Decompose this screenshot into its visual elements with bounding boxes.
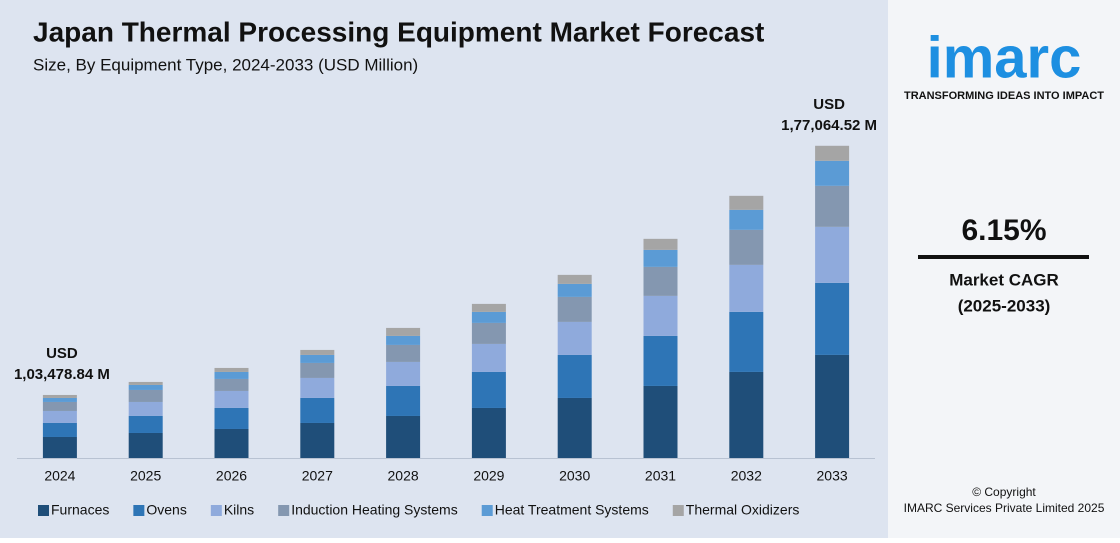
bar-segment <box>386 415 421 458</box>
bar-segment <box>557 274 592 284</box>
x-tick-label: 2028 <box>388 468 419 484</box>
legend-swatch <box>481 505 493 516</box>
bar-segment <box>471 407 506 458</box>
bar-segment <box>386 344 421 362</box>
bar-segment <box>557 296 592 322</box>
legend-label: Furnaces <box>51 502 109 518</box>
bar-segment <box>42 394 77 398</box>
bar-segment <box>643 295 678 336</box>
bar-segment <box>815 354 850 458</box>
chart-title: Japan Thermal Processing Equipment Marke… <box>33 16 764 47</box>
x-tick-label: 2026 <box>216 468 247 484</box>
bar-segment <box>729 311 764 372</box>
cagr-value: 6.15% <box>961 214 1046 247</box>
bar-segment <box>300 422 335 458</box>
legend-label: Induction Heating Systems <box>291 502 458 518</box>
x-tick-label: 2032 <box>731 468 762 484</box>
bar-segment <box>557 354 592 398</box>
brand-panel <box>888 0 1120 538</box>
bar-segment <box>729 229 764 265</box>
bar-segment <box>471 371 506 408</box>
bar-segment <box>128 389 163 402</box>
bar-segment <box>386 335 421 345</box>
bar-segment <box>643 335 678 386</box>
bar-segment <box>386 361 421 386</box>
legend-label: Thermal Oxidizers <box>686 502 800 518</box>
bar-segment <box>471 303 506 312</box>
bar-segment <box>300 349 335 355</box>
bar-segment <box>300 362 335 378</box>
cagr-period: (2025-2033) <box>958 296 1051 315</box>
bar-segment <box>128 401 163 416</box>
bar-segment <box>557 321 592 355</box>
bar-segment <box>386 327 421 336</box>
bar-segment <box>643 266 678 296</box>
x-tick-label: 2030 <box>559 468 590 484</box>
bar-segment <box>815 282 850 355</box>
annotation: USD <box>813 96 845 113</box>
bar-segment <box>729 209 764 230</box>
bar-segment <box>128 415 163 433</box>
company: IMARC Services Private Limited 2025 <box>904 501 1105 515</box>
legend-swatch <box>210 505 222 516</box>
bar-segment <box>643 385 678 458</box>
annotation: 1,77,064.52 M <box>781 117 877 134</box>
x-tick-label: 2031 <box>645 468 676 484</box>
bar-segment <box>815 145 850 161</box>
bar-segment <box>128 381 163 385</box>
x-tick-label: 2029 <box>473 468 504 484</box>
x-tick-label: 2027 <box>302 468 333 484</box>
x-tick-label: 2024 <box>44 468 75 484</box>
bar-segment <box>815 185 850 227</box>
bar-segment <box>214 390 249 408</box>
annotation: USD <box>46 345 78 362</box>
chart-subtitle: Size, By Equipment Type, 2024-2033 (USD … <box>33 55 418 74</box>
x-tick-label: 2025 <box>130 468 161 484</box>
x-tick-label: 2033 <box>817 468 848 484</box>
bar-segment <box>815 226 850 283</box>
bar-segment <box>42 422 77 437</box>
bar-segment <box>128 432 163 458</box>
bar-segment <box>729 371 764 458</box>
bar-segment <box>557 283 592 297</box>
bar-segment <box>214 367 249 372</box>
tagline: TRANSFORMING IDEAS INTO IMPACT <box>904 90 1104 102</box>
bar-segment <box>214 407 249 429</box>
bar-segment <box>214 378 249 391</box>
bar-segment <box>42 401 77 411</box>
bar-segment <box>128 384 163 390</box>
legend-swatch <box>278 505 290 516</box>
bar-segment <box>386 385 421 416</box>
bar-segment <box>729 195 764 210</box>
bar-segment <box>300 397 335 423</box>
bar-segment <box>300 377 335 398</box>
bar-segment <box>42 397 77 402</box>
bar-segment <box>643 238 678 250</box>
bar-segment <box>300 354 335 363</box>
bar-segment <box>471 322 506 344</box>
legend-label: Ovens <box>146 502 186 518</box>
legend-swatch <box>672 505 684 516</box>
bar-segment <box>471 311 506 323</box>
legend-label: Kilns <box>224 502 254 518</box>
bar-segment <box>557 397 592 458</box>
copyright: © Copyright <box>972 485 1036 499</box>
bar-segment <box>729 264 764 312</box>
legend-swatch <box>38 505 49 516</box>
legend-swatch <box>133 505 145 516</box>
bar-segment <box>643 249 678 267</box>
logo: imarc <box>927 25 1082 90</box>
cagr-label: Market CAGR <box>949 270 1059 289</box>
bar-segment <box>214 428 249 458</box>
bar-segment <box>42 410 77 423</box>
cagr-divider <box>918 255 1089 259</box>
annotation: 1,03,478.84 M <box>14 366 110 383</box>
bar-segment <box>214 371 249 379</box>
legend-label: Heat Treatment Systems <box>495 502 649 518</box>
bar-segment <box>42 436 77 458</box>
bar-segment <box>471 343 506 372</box>
bar-segment <box>815 160 850 186</box>
